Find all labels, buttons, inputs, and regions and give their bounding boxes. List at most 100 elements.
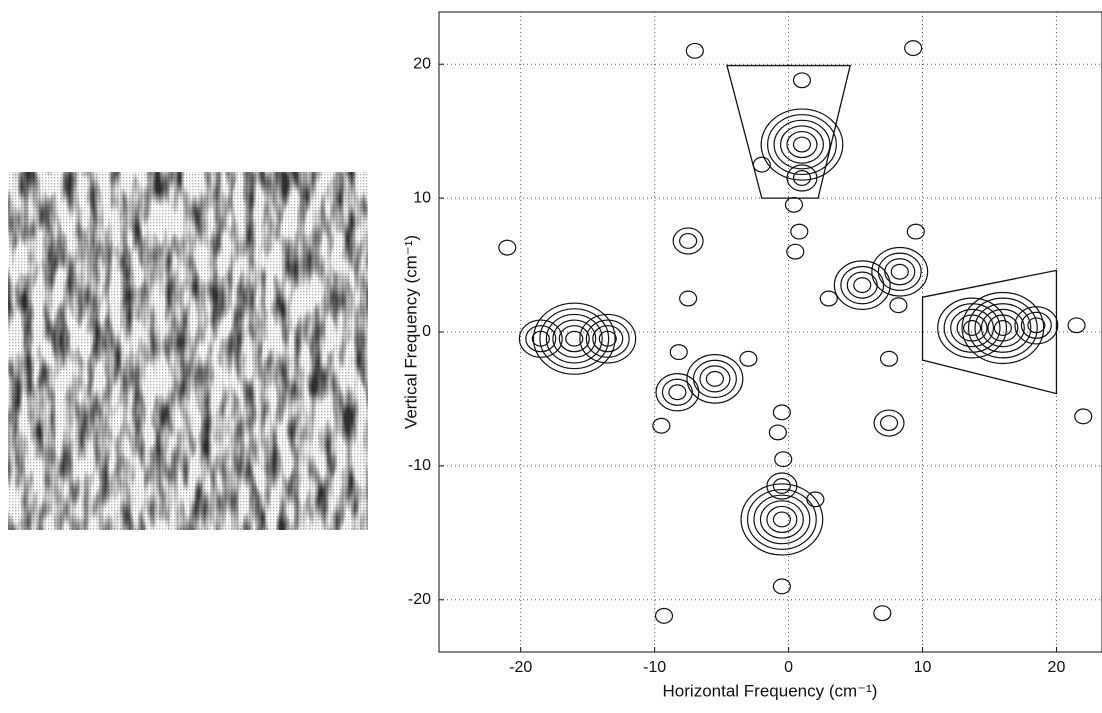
x-tick-label: 10 <box>914 659 932 676</box>
contour-peak <box>679 290 698 307</box>
contour-ring <box>786 164 818 192</box>
contour-ring <box>950 308 995 348</box>
contour-ring <box>766 505 798 534</box>
y-axis-label: Vertical Frequency (cm⁻¹) <box>401 235 420 429</box>
contour-ring <box>686 354 744 404</box>
contour-peak <box>906 223 925 240</box>
contour-ring <box>592 325 624 353</box>
contour-ring <box>739 350 758 367</box>
contour-ring <box>558 325 590 353</box>
plot-area: -20 -10 0 10 20 -20 -10 0 10 20 <box>408 12 1102 676</box>
contour-ring <box>792 136 812 153</box>
contour-ring <box>884 258 916 286</box>
contour-peak <box>774 451 793 468</box>
contour-ring <box>784 196 804 213</box>
contour-ring <box>904 40 923 57</box>
contour-ring <box>873 409 905 437</box>
contour-peak <box>768 424 787 441</box>
contour-ring <box>873 605 892 622</box>
contour-ring <box>1027 317 1046 334</box>
contour-ring <box>1067 317 1086 334</box>
contour-ring <box>772 511 791 528</box>
contour-ring <box>746 488 817 550</box>
contour-peak <box>873 605 892 622</box>
y-tick-label: -10 <box>408 457 431 474</box>
contour-peak <box>1014 306 1059 345</box>
contour-ring <box>669 344 688 361</box>
contour-ring <box>672 227 704 255</box>
contour-ring <box>772 404 791 421</box>
contour-ring <box>790 223 809 240</box>
contour-ring <box>773 119 831 170</box>
contour-ring <box>740 483 824 556</box>
x-axis-label: Horizontal Frequency (cm⁻¹) <box>663 681 878 700</box>
contour-peak <box>652 417 671 434</box>
contour-ring <box>963 320 982 336</box>
x-tick-label: -10 <box>643 659 666 676</box>
contour-peak <box>686 354 744 404</box>
contour-peak <box>961 291 1045 365</box>
contour-ring <box>879 415 899 432</box>
contour-ring <box>943 303 1001 353</box>
contour-peak <box>786 243 805 260</box>
contour-ring <box>1020 311 1052 339</box>
contour-ring <box>579 313 637 364</box>
contour-ring <box>685 42 704 59</box>
contour-ring <box>774 451 793 468</box>
contour-ring <box>679 232 698 249</box>
contour-ring <box>655 373 700 412</box>
contour-ring <box>772 578 791 595</box>
contour-peak <box>833 260 891 310</box>
contour-ring <box>792 72 812 89</box>
contour-ring <box>552 319 597 358</box>
contour-ring <box>956 314 988 342</box>
contour-peak <box>669 344 688 361</box>
contour-ring <box>598 330 617 347</box>
contour-ring <box>532 302 616 375</box>
y-tick-label: -20 <box>408 591 431 608</box>
region-outline <box>921 269 1058 395</box>
contour-peak <box>790 223 809 240</box>
contour-ring <box>806 491 825 508</box>
contour-ring <box>889 297 908 314</box>
x-tick-label: -20 <box>509 659 532 676</box>
contour-ring <box>993 320 1012 336</box>
contour-ring <box>498 239 517 256</box>
contour-ring <box>705 370 724 387</box>
contour-peak <box>654 607 674 624</box>
contour-ring <box>767 114 837 176</box>
contour-ring <box>871 246 929 297</box>
contour-ring <box>833 260 891 310</box>
contour-ring <box>518 319 563 358</box>
contour-ring <box>654 607 674 624</box>
contour-peak <box>772 578 791 595</box>
contour-ring <box>766 472 798 500</box>
contour-ring <box>699 365 731 393</box>
contour-ring <box>545 313 603 364</box>
contour-ring <box>890 263 909 280</box>
contour-ring <box>840 265 885 305</box>
contour-peak <box>792 72 812 89</box>
contour-ring <box>565 330 584 347</box>
contour-ring <box>853 277 872 294</box>
contour-ring <box>753 494 811 545</box>
contour-ring <box>967 297 1038 359</box>
contour-peak <box>879 350 899 367</box>
contour-peak <box>784 196 804 213</box>
contour-peak <box>766 472 798 500</box>
contour-ring <box>819 290 838 307</box>
contour-ring <box>906 223 925 240</box>
contour-ring <box>879 350 899 367</box>
contour-peak <box>760 108 844 181</box>
contour-peak <box>739 350 758 367</box>
contour-peak <box>889 297 908 314</box>
contour-ring <box>974 303 1032 353</box>
contour-ring <box>668 384 687 401</box>
contour-ring <box>1074 408 1093 425</box>
contour-ring <box>779 125 824 164</box>
x-tick-label: 0 <box>784 659 793 676</box>
contour-ring <box>877 252 922 291</box>
contour-peak <box>579 313 637 364</box>
y-tick-label: 20 <box>413 55 431 72</box>
